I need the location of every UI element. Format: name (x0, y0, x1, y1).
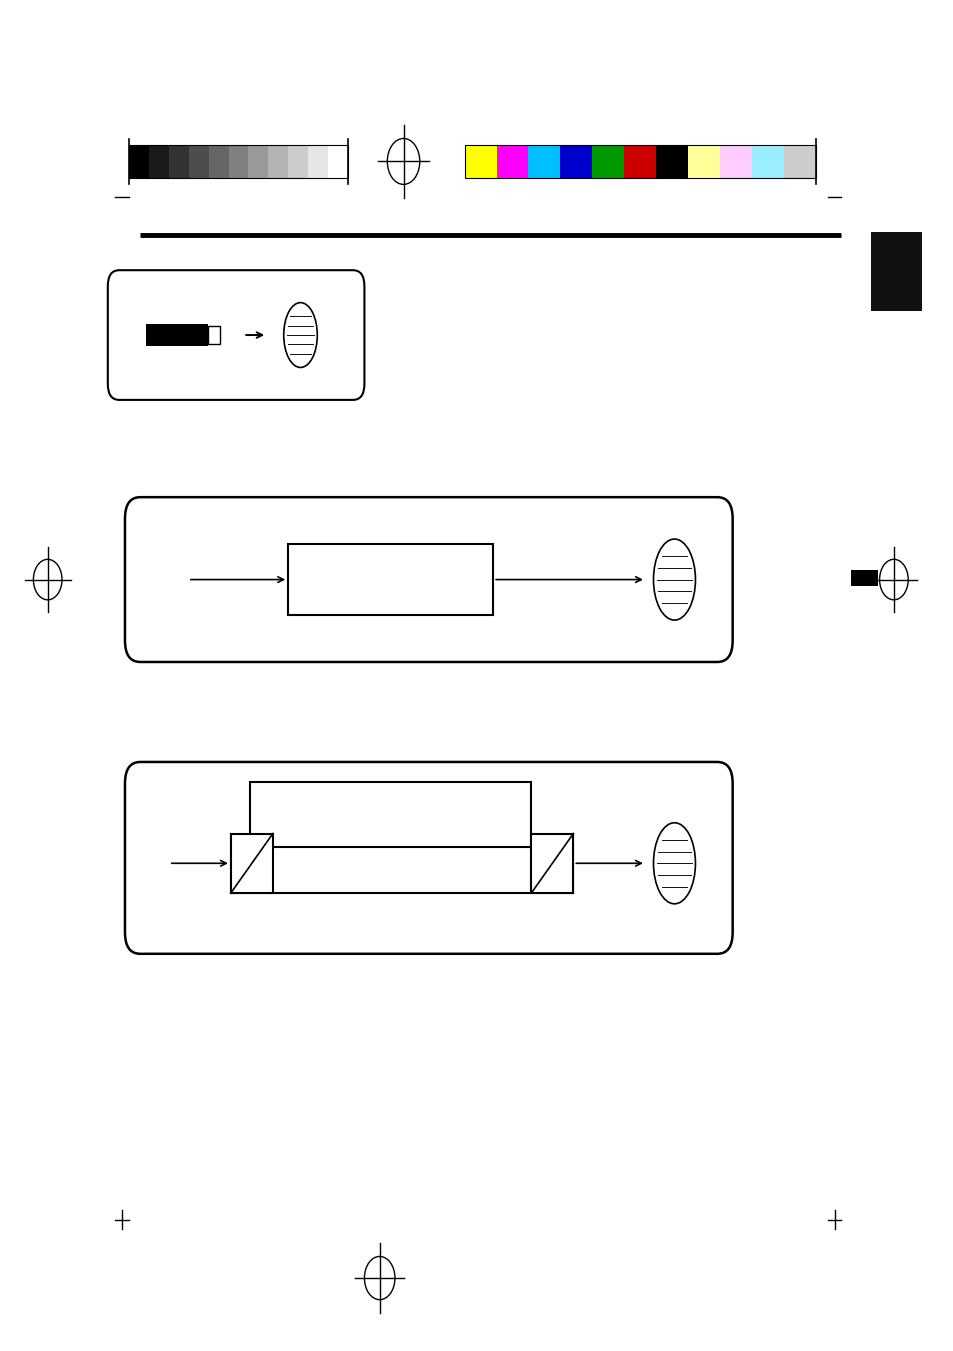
Bar (464, 145, 815, 178)
Bar (328, 145, 348, 178)
Bar (209, 145, 229, 178)
Bar (288, 145, 308, 178)
Bar (559, 145, 592, 178)
Bar (169, 145, 189, 178)
Bar (720, 145, 751, 178)
Bar (656, 145, 687, 178)
FancyBboxPatch shape (125, 762, 732, 954)
Bar (464, 145, 496, 178)
Bar (751, 145, 783, 178)
Bar (129, 145, 149, 178)
Bar (146, 324, 208, 346)
Bar (308, 145, 328, 178)
Bar (231, 834, 273, 893)
Bar (250, 782, 531, 847)
Bar (870, 232, 921, 311)
Bar (189, 145, 209, 178)
FancyBboxPatch shape (108, 270, 364, 400)
Bar (528, 145, 559, 178)
Bar (496, 145, 528, 178)
Bar (592, 145, 623, 178)
Bar (248, 145, 268, 178)
Bar (850, 570, 877, 586)
Bar (129, 145, 348, 178)
Bar (208, 327, 220, 343)
Bar (531, 834, 573, 893)
Bar (229, 145, 248, 178)
Bar (623, 145, 656, 178)
Bar (149, 145, 169, 178)
FancyBboxPatch shape (125, 497, 732, 662)
Bar (687, 145, 720, 178)
Bar (288, 544, 493, 615)
Bar (268, 145, 288, 178)
Bar (783, 145, 815, 178)
